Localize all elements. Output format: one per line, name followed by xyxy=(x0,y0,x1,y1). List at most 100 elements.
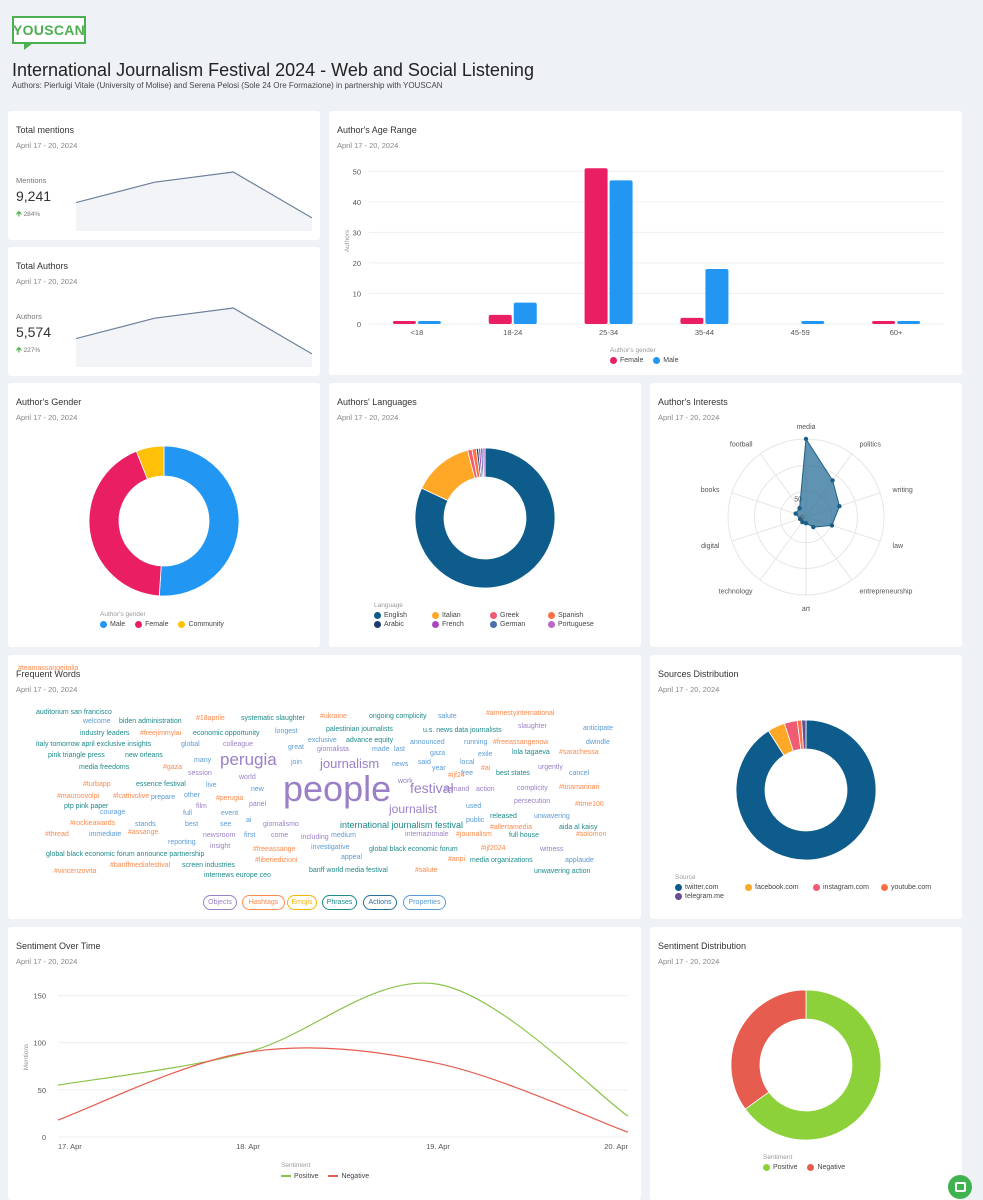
word-cloud-term[interactable]: used xyxy=(466,803,482,810)
word-cloud-term[interactable]: biden administration xyxy=(119,718,182,725)
word-cloud-term[interactable]: auditorium san francisco xyxy=(36,709,112,716)
word-cloud-term[interactable]: #freeassangenow xyxy=(493,739,549,746)
word-cloud-term[interactable]: stands xyxy=(135,821,156,828)
legend-item-instagram[interactable]: instagram.com xyxy=(813,884,873,891)
word-cloud-term[interactable]: prepare xyxy=(151,794,176,801)
word-cloud-term[interactable]: #turbapp xyxy=(83,781,111,788)
word-cloud-term[interactable]: gaza xyxy=(430,750,446,757)
word-cloud-term[interactable]: welcome xyxy=(83,718,111,725)
word-cloud-term[interactable]: live xyxy=(206,782,217,789)
word-cloud-term[interactable]: #ijf2024 xyxy=(481,845,506,852)
word-cloud-term[interactable]: #rockieawards xyxy=(70,820,116,827)
word-cloud-term[interactable]: event xyxy=(221,810,239,817)
legend-item-male[interactable]: Male xyxy=(100,621,125,628)
word-cloud-term[interactable]: including xyxy=(301,834,329,841)
word-cloud-term[interactable]: many xyxy=(194,757,212,764)
word-cloud-term[interactable]: colleague xyxy=(223,741,253,748)
legend-item-youtube[interactable]: youtube.com xyxy=(881,884,943,891)
legend-item-arabic[interactable]: Arabic xyxy=(374,621,424,628)
word-cloud-term[interactable]: session xyxy=(188,770,212,777)
word-cloud-term[interactable]: newsroom xyxy=(203,832,236,839)
legend-item-facebook[interactable]: facebook.com xyxy=(745,884,805,891)
word-cloud-term[interactable]: best xyxy=(185,821,199,828)
word-cloud-term[interactable]: journalism xyxy=(320,756,380,771)
word-cloud-term[interactable]: #freejimmylai xyxy=(140,730,182,737)
word-cloud-term[interactable]: giornalismo xyxy=(263,821,299,828)
word-cloud-term[interactable]: anticipate xyxy=(583,725,613,732)
word-cloud-term[interactable]: urgently xyxy=(538,764,563,771)
word-cloud-term[interactable]: announced xyxy=(410,739,445,746)
word-cloud-term[interactable]: #freeassange xyxy=(253,846,296,853)
word-cloud-term[interactable]: ongoing complicity xyxy=(369,713,427,720)
word-cloud-term[interactable]: investigative xyxy=(311,844,350,851)
chip-hashtags[interactable]: Hashtags xyxy=(242,895,285,910)
chat-support-button[interactable] xyxy=(948,1175,972,1199)
word-cloud-term[interactable]: medium xyxy=(331,832,356,839)
chip-objects[interactable]: Objects xyxy=(203,895,237,910)
word-cloud-term[interactable]: witness xyxy=(540,846,564,853)
legend-item-positive[interactable]: Positive xyxy=(763,1164,798,1171)
word-cloud-term[interactable]: #teamassangeitalia xyxy=(18,665,79,672)
legend-item-negative[interactable]: Negative xyxy=(807,1164,845,1171)
word-cloud-term[interactable]: #amnestyinternational xyxy=(486,710,555,717)
legend-item-telegram[interactable]: telegram.me xyxy=(675,893,737,900)
word-cloud-term[interactable]: released xyxy=(490,813,517,820)
word-cloud-term[interactable]: world xyxy=(239,774,256,781)
word-cloud-term[interactable]: full house xyxy=(509,832,539,839)
word-cloud-term[interactable]: #salute xyxy=(415,867,438,874)
legend-item-negative[interactable]: Negative xyxy=(328,1173,369,1180)
word-cloud-term[interactable]: #mauroovolpi xyxy=(57,793,100,800)
word-cloud-term[interactable]: said xyxy=(418,759,431,766)
word-cloud-term[interactable]: #sarachessa xyxy=(559,749,599,756)
word-cloud-term[interactable]: economic opportunity xyxy=(193,730,260,737)
word-cloud-term[interactable]: perugia xyxy=(220,750,277,769)
word-cloud-term[interactable]: internews europe ceo xyxy=(204,872,271,879)
word-cloud-term[interactable]: come xyxy=(271,832,289,839)
legend-item-spanish[interactable]: Spanish xyxy=(548,612,600,619)
word-cloud-term[interactable]: #time100 xyxy=(575,801,604,808)
legend-item-german[interactable]: German xyxy=(490,621,540,628)
word-cloud-term[interactable]: global black economic forum announce par… xyxy=(46,851,205,858)
word-cloud-term[interactable]: last xyxy=(394,746,405,753)
word-cloud-term[interactable]: u.s. news data journalists xyxy=(423,727,502,734)
word-cloud-term[interactable]: full xyxy=(183,810,192,817)
word-cloud-term[interactable]: aida al kaisy xyxy=(559,824,598,831)
word-cloud-term[interactable]: systematic slaughter xyxy=(241,715,305,722)
word-cloud-term[interactable]: salute xyxy=(438,713,457,720)
word-cloud-term[interactable]: #ukraine xyxy=(320,713,347,720)
word-cloud-term[interactable]: panel xyxy=(249,801,267,808)
word-cloud-term[interactable]: italy tomorrow april exclusive insights xyxy=(36,741,152,748)
word-cloud-term[interactable]: public xyxy=(466,817,485,824)
word-cloud-term[interactable]: join xyxy=(291,759,302,766)
word-cloud-term[interactable]: #anpi xyxy=(448,856,466,863)
word-cloud-term[interactable]: complicity xyxy=(517,785,548,792)
word-cloud-term[interactable]: immediate xyxy=(89,831,122,838)
word-cloud-term[interactable]: free xyxy=(461,770,474,777)
word-cloud-term[interactable]: pink triangle press xyxy=(48,752,105,759)
word-cloud-term[interactable]: #journalism xyxy=(456,831,492,838)
word-cloud-term[interactable]: new orleans xyxy=(125,752,163,759)
word-cloud-term[interactable]: other xyxy=(184,792,200,799)
word-cloud-term[interactable]: #tinamarinari xyxy=(559,784,600,791)
word-cloud-term[interactable]: international journalism festival xyxy=(340,820,464,830)
chip-emojis[interactable]: Emojis xyxy=(287,895,317,910)
legend-item-positive[interactable]: Positive xyxy=(281,1173,319,1180)
word-cloud-term[interactable]: palestinian journalists xyxy=(326,726,393,733)
word-cloud-term[interactable]: great xyxy=(288,744,304,751)
word-cloud-term[interactable]: giornalista xyxy=(317,746,349,753)
word-cloud-term[interactable]: #gaza xyxy=(163,764,183,771)
word-cloud-term[interactable]: unwavering action xyxy=(534,868,591,875)
word-cloud-term[interactable]: applaude xyxy=(565,857,594,864)
word-cloud-term[interactable]: #assange xyxy=(128,829,159,836)
word-cloud-term[interactable]: local xyxy=(460,759,475,766)
word-cloud-term[interactable]: lola tagaeva xyxy=(512,749,550,756)
word-cloud-term[interactable]: #solomon xyxy=(576,831,607,838)
word-cloud-term[interactable]: longest xyxy=(275,728,298,735)
word-cloud-term[interactable]: #perugia xyxy=(216,795,244,802)
word-cloud-term[interactable]: screen industries xyxy=(182,862,235,869)
word-cloud-term[interactable]: festival xyxy=(410,780,454,796)
word-cloud-term[interactable]: internazionale xyxy=(405,831,449,838)
word-cloud-term[interactable]: #liberiedizioni xyxy=(255,857,298,864)
word-cloud-term[interactable]: essence festival xyxy=(136,781,186,788)
legend-item-twitter[interactable]: twitter.com xyxy=(675,884,737,891)
